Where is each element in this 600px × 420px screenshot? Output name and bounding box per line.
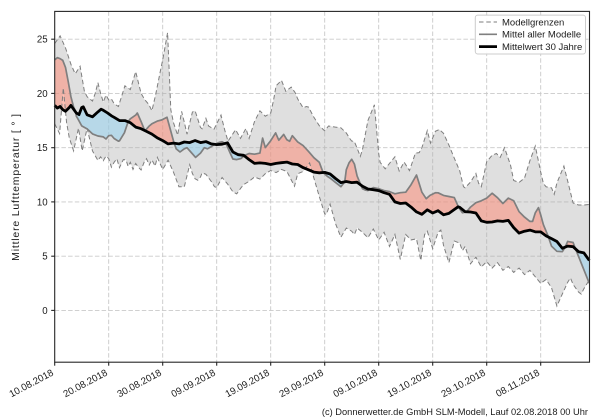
svg-text:0: 0 (42, 306, 48, 317)
svg-text:15: 15 (37, 143, 48, 154)
svg-text:Mittel aller Modelle: Mittel aller Modelle (502, 30, 581, 41)
svg-text:Mittlere Lufttemperatur [ ° ]: Mittlere Lufttemperatur [ ° ] (10, 113, 22, 261)
svg-text:5: 5 (42, 252, 47, 263)
svg-text:(c) Donnerwetter.de GmbH SLM-M: (c) Donnerwetter.de GmbH SLM-Modell, Lau… (322, 407, 588, 417)
svg-text:20: 20 (37, 89, 48, 100)
svg-text:25: 25 (37, 35, 48, 46)
svg-text:Modellgrenzen: Modellgrenzen (502, 17, 564, 28)
svg-text:Mittelwert 30 Jahre: Mittelwert 30 Jahre (502, 42, 582, 53)
svg-text:10: 10 (37, 197, 48, 208)
